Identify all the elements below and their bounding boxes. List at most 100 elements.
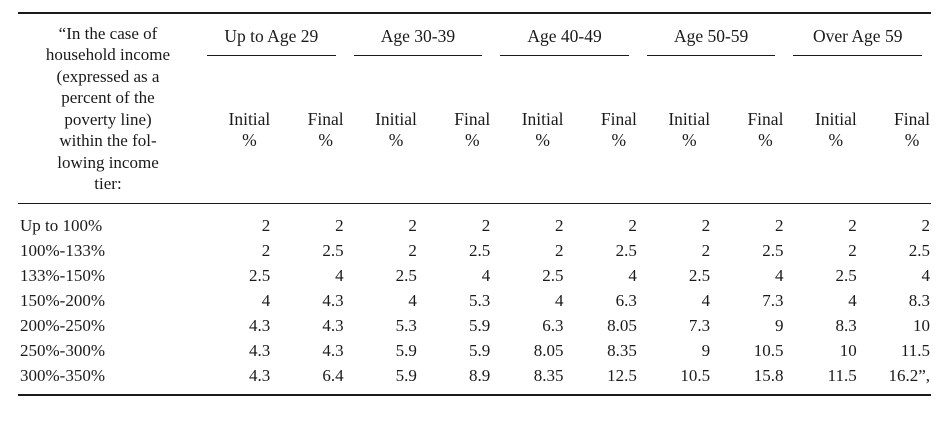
subheader-label: Final% (601, 109, 637, 151)
row-label: 300%-350% (20, 366, 105, 385)
value-cell: 10.5 (680, 366, 711, 385)
subheader-final-pct: Final% (711, 56, 784, 204)
value-cell: 8.3 (908, 291, 931, 310)
value-cell: 10 (839, 341, 857, 360)
value-cell: 6.3 (615, 291, 637, 310)
value-cell: 4 (408, 291, 417, 310)
subheader-label: Initial% (815, 109, 857, 151)
row-label: Up to 100% (18, 203, 198, 238)
value-cell: 12.5 (607, 366, 637, 385)
subheader-initial-pct: Initial% (198, 56, 271, 204)
table-header: “In the case of household income (expres… (18, 13, 931, 204)
value-cell: 5.3 (468, 291, 491, 310)
value-cell: 4 (481, 266, 491, 285)
row-label: 250%-300% (20, 341, 105, 360)
stub-line: (expressed as a (56, 66, 160, 86)
value-cell: 2.5 (249, 266, 271, 285)
subheader-word: Final (894, 108, 931, 129)
value-cell: 4 (921, 266, 931, 285)
row-label: 150%-200% (20, 291, 105, 310)
column-group-label: Age 30-39 (353, 23, 483, 56)
stub-line: percent of the (61, 88, 155, 107)
value-cell: 4 (555, 291, 564, 310)
subheader-label: Initial% (522, 109, 564, 151)
subheader-final-pct: Final% (858, 56, 931, 204)
subheader-word: Final (747, 108, 784, 129)
value-cell: 8.35 (533, 366, 564, 385)
row-label: 200%-250% (20, 316, 105, 335)
value-cell: 6.4 (322, 366, 344, 385)
table-row: 250%-300% 4.3 4.3 5.9 5.9 8.05 8.35 9 10… (18, 338, 931, 363)
table-row: 200%-250% 4.3 4.3 5.3 5.9 6.3 8.05 7.3 9… (18, 313, 931, 338)
percent-sign: % (611, 129, 627, 150)
value-cell: 15.8 (753, 366, 784, 385)
subheader-final-pct: Final% (271, 56, 344, 204)
row-label: 133%-150% (20, 266, 105, 285)
table-row: 133%-150% 2.5 4 2.5 4 2.5 4 2.5 4 2.5 4 (18, 263, 931, 288)
value-cell: 10.5 (753, 341, 784, 360)
percent-sign: % (388, 129, 404, 150)
stub-line: tier: (94, 174, 122, 193)
value-cell: 8.9 (468, 366, 491, 385)
subheader-label: Final% (894, 109, 930, 151)
value-cell: 4.3 (322, 316, 344, 335)
value-cell: 9 (701, 341, 711, 360)
stub-line: lowing income (57, 152, 159, 172)
value-cell: 2 (848, 241, 857, 260)
value-cell: 8.35 (607, 341, 637, 360)
subheader-initial-pct: Initial% (638, 56, 711, 204)
value-cell: 2.5 (908, 241, 931, 260)
value-cell: 2.5 (395, 266, 417, 285)
percent-sign: % (758, 129, 773, 150)
subheader-word: Initial (228, 108, 271, 129)
subheader-row: Initial% Final% Initial% Final% Initial%… (18, 56, 931, 204)
subheader-word: Initial (814, 108, 857, 129)
subheader-word: Initial (375, 108, 417, 129)
value-cell: 2.5 (468, 241, 491, 260)
value-cell: 16.2”, (888, 366, 931, 385)
value-cell: 2 (711, 203, 785, 238)
value-cell: 4.3 (322, 291, 344, 310)
table-row: Up to 100% 2 2 2 2 2 2 2 2 2 2 (18, 203, 932, 238)
subheader-word: Initial (668, 108, 711, 129)
paper-page: “In the case of household income (expres… (0, 12, 949, 429)
percent-sign: % (535, 129, 550, 150)
value-cell: 2.5 (835, 266, 857, 285)
subheader-label: Initial% (229, 109, 271, 151)
value-cell: 2.5 (762, 241, 784, 260)
value-cell: 5.9 (395, 366, 417, 385)
value-cell: 9 (774, 316, 784, 335)
column-group-age-50-59: Age 50-59 (638, 13, 785, 56)
value-cell: 4.3 (249, 366, 271, 385)
stub-line: household income (45, 45, 171, 64)
value-cell: 2 (198, 203, 272, 238)
subheader-label: Initial% (375, 109, 417, 151)
subheader-label: Final% (308, 109, 344, 151)
column-group-label: Age 50-59 (646, 23, 776, 56)
subheader-word: Initial (521, 108, 564, 129)
value-cell: 5.9 (468, 341, 491, 360)
subheader-word: Final (307, 108, 344, 129)
subheader-initial-pct: Initial% (784, 56, 857, 204)
group-header-row: “In the case of household income (expres… (18, 13, 931, 193)
value-cell: 2 (491, 203, 565, 238)
value-cell: 2 (408, 241, 417, 260)
value-cell: 4.3 (249, 341, 271, 360)
value-cell: 2 (701, 241, 711, 260)
value-cell: 2.5 (322, 241, 344, 260)
value-cell: 2 (344, 203, 418, 238)
value-cell: 8.3 (835, 316, 857, 335)
value-cell: 2 (784, 203, 858, 238)
subheader-word: Final (454, 108, 491, 129)
percent-sign: % (904, 129, 920, 150)
subheader-label: Final% (454, 109, 490, 151)
column-group-label: Over Age 59 (793, 23, 923, 56)
value-cell: 4.3 (322, 341, 344, 360)
table-row: 150%-200% 4 4.3 4 5.3 4 6.3 4 7.3 4 8.3 (18, 288, 931, 313)
value-cell: 4 (628, 266, 637, 285)
value-cell: 2 (857, 203, 932, 238)
subheader-final-pct: Final% (565, 56, 638, 204)
column-group-up-to-age-29: Up to Age 29 (198, 13, 345, 56)
subheader-initial-pct: Initial% (491, 56, 564, 204)
value-cell: 2 (261, 241, 271, 260)
